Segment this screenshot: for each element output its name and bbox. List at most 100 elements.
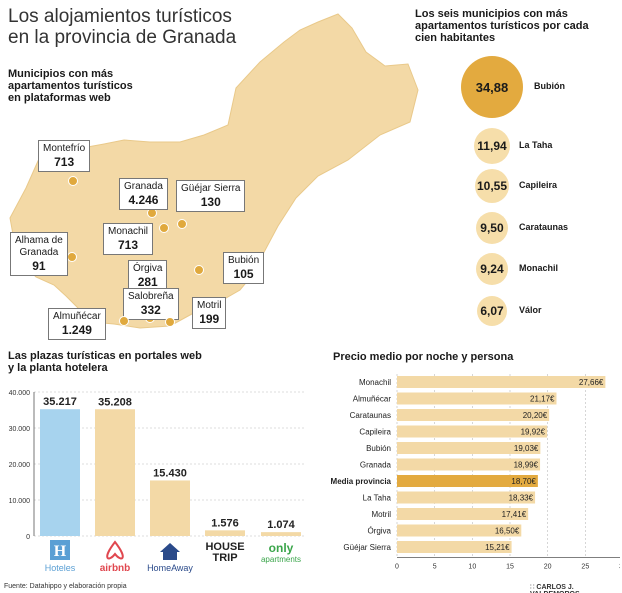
bubble: 34,88 (461, 56, 523, 118)
city-name: Bubión (228, 255, 260, 266)
city-value: 4.246 (128, 193, 159, 207)
city-name: Alhama de Granada (15, 235, 63, 258)
city-callout: Almuñécar 1.249 (48, 308, 106, 340)
airbnb-icon (106, 540, 124, 560)
hbar-value-label: 19,92€ (521, 428, 546, 437)
vbar-bar (205, 530, 245, 536)
city-value: 281 (137, 275, 158, 289)
hbar-bar (397, 376, 606, 388)
hbar-xtick: 25 (581, 564, 589, 571)
hbar-bar (397, 458, 541, 471)
city-callout: Granada 4.246 (119, 178, 168, 210)
hbar-xtick: 20 (544, 564, 552, 571)
vbar-ytick: 10.000 (9, 498, 31, 505)
hbar-value-label: 17,41€ (502, 510, 527, 519)
bubble-label: La Taha (519, 140, 553, 150)
hbar-bar (397, 475, 538, 487)
hbar-xtick: 0 (395, 564, 399, 571)
vbar-category-label: HomeAway (147, 563, 193, 573)
vbar-bar (150, 480, 190, 536)
bubble: 10,55 (474, 168, 510, 204)
vbar-value-label: 1.576 (211, 517, 239, 529)
hbar-value-label: 27,66€ (579, 378, 604, 387)
city-dot (177, 219, 187, 229)
bubble-label: Válor (519, 305, 542, 315)
city-dot (67, 252, 77, 262)
city-value: 713 (118, 238, 139, 252)
bubbles-subtitle: Los seis municipios con más apartamentos… (415, 8, 589, 44)
vbar-ytick: 40.000 (9, 390, 31, 397)
vbar-chart: 0 10.000 20.000 30.000 40.000 35.217 35.208 15.… (9, 390, 304, 574)
hbar-category-label: Motril (371, 510, 391, 519)
hbar-bar (397, 541, 512, 553)
hbar-category-label: Monachil (359, 378, 391, 387)
title-line-1: Los alojamientos turísticos (8, 6, 232, 27)
city-value: 332 (140, 303, 161, 317)
bubble: 6,07 (477, 296, 507, 326)
city-callout: Montefrío 713 (38, 140, 91, 172)
hbar-value-label: 19,03€ (514, 444, 539, 453)
city-callout: Salobreña 332 (123, 288, 179, 320)
hbar-value-label: 16,50€ (495, 527, 520, 536)
city-dot (165, 317, 175, 327)
city-value: 91 (32, 259, 46, 273)
vbar-value-label: 35.208 (98, 396, 132, 408)
city-name: Montefrío (43, 143, 86, 154)
hbar-title: Precio medio por noche y persona (333, 351, 514, 363)
hbar-category-label: Bubión (366, 444, 391, 453)
hbar-xtick: 5 (433, 564, 437, 571)
hotel-icon (50, 540, 70, 560)
hbar-chart: 0 5 10 15 20 25 30 Monachil 27,66€ Almuñécar 21,17… (331, 374, 620, 571)
city-callout: Órgiva 281 (128, 260, 168, 292)
homeaway-icon (160, 543, 180, 560)
hbar-value-label: 21,17€ (530, 395, 555, 404)
vbar-category-label: TRIP (212, 552, 237, 564)
city-name: Órgiva (133, 263, 163, 274)
page-title: Los alojamientos turísticos en la provin… (8, 6, 236, 48)
city-dot (159, 223, 169, 233)
hbar-xtick: 10 (468, 564, 476, 571)
city-value: 713 (54, 155, 75, 169)
hbar-category-label: Almuñécar (353, 395, 392, 404)
author-mark-icon: ∷ (530, 584, 537, 591)
bubble-label: Monachil (519, 263, 559, 273)
vbar-category-label: apartments (261, 555, 301, 564)
hbar-bar (397, 524, 522, 537)
hbar-bar (397, 442, 541, 454)
hbar-category-label: La Taha (363, 494, 392, 503)
vbar-ytick: 20.000 (9, 462, 31, 469)
vbar-bar (95, 409, 135, 536)
hbar-value-label: 18,33€ (509, 494, 534, 503)
vbar-category-label: only (269, 541, 294, 555)
author-credit: ∷ CARLOS J. VALDEMOROS (530, 584, 580, 593)
city-callout: Monachil 713 (103, 223, 154, 255)
vbar-category-label: Hoteles (45, 563, 76, 573)
city-name: Almuñécar (53, 311, 101, 322)
hbar-category-label: Órgiva (367, 527, 391, 536)
hbar-bar (397, 491, 536, 504)
hotel-icon-letter: H (54, 543, 67, 560)
vbar-category-label: HOUSE (205, 541, 244, 553)
source-note: Fuente: Datahippo y elaboración propia (4, 583, 127, 590)
bubble: 11,94 (473, 127, 511, 165)
city-dot (194, 265, 204, 275)
hbar-bar (397, 508, 529, 520)
map-subtitle: Municipios con más apartamentos turístic… (8, 68, 133, 104)
title-line-2: en la provincia de Granada (8, 27, 237, 48)
hbar-category-label: Carataunas (350, 411, 391, 420)
vbar-value-label: 35.217 (43, 396, 77, 408)
bubble: 9,24 (476, 253, 508, 285)
vbar-ytick: 30.000 (9, 426, 31, 433)
hbar-value-label: 18,99€ (514, 461, 539, 470)
bubble-label: Carataunas (519, 222, 569, 232)
hbar-category-label: Capileira (359, 428, 391, 437)
hbar-category-label: Granada (360, 461, 392, 470)
city-dot (119, 316, 129, 326)
city-value: 130 (200, 195, 221, 209)
hbar-category-label: Media provincia (331, 477, 392, 486)
city-name: Granada (124, 181, 163, 192)
city-name: Salobreña (128, 291, 174, 302)
hbar-value-label: 18,70€ (511, 477, 536, 486)
city-value: 1.249 (61, 323, 92, 337)
city-name: Motril (197, 300, 222, 311)
